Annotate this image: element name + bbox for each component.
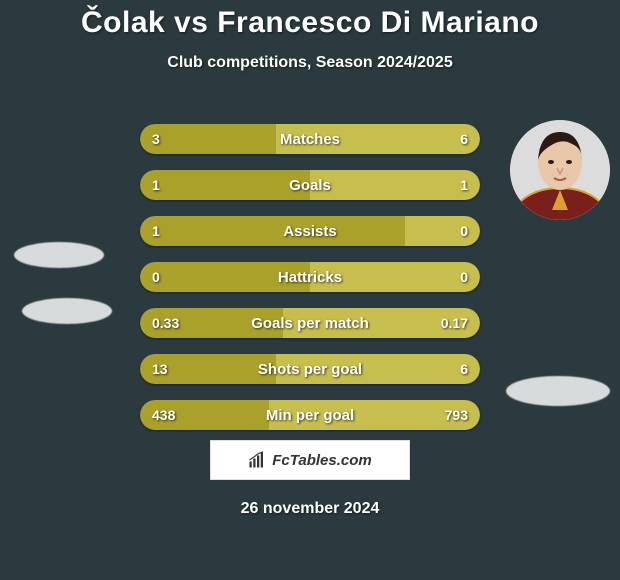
stats-bars: Matches36 Goals11 Assists10 Hattricks00 Goal… [140,124,480,446]
chart-icon [248,451,266,469]
page-title: Čolak vs Francesco Di Mariano [0,0,620,40]
subtitle: Club competitions, Season 2024/2025 [0,54,620,72]
avatar-left-shadow-1 [14,242,104,268]
avatar-right [510,120,610,220]
stat-row: Hattricks00 [140,262,480,292]
bar-fill-left [140,354,276,384]
bar-fill-right [283,308,480,338]
stat-row: Goals per match0.330.17 [140,308,480,338]
bar-fill-right [276,124,480,154]
infographic-root: Čolak vs Francesco Di Mariano Club compe… [0,0,620,580]
bar-fill-left [140,400,269,430]
bar-fill-left [140,124,276,154]
bar-fill-right [405,216,480,246]
stat-row: Matches36 [140,124,480,154]
site-logo-text: FcTables.com [272,452,371,469]
stat-row: Assists10 [140,216,480,246]
bar-fill-right [310,262,480,292]
date-label: 26 november 2024 [0,500,620,518]
stat-row: Goals11 [140,170,480,200]
stat-row: Shots per goal136 [140,354,480,384]
bar-fill-left [140,262,310,292]
bar-fill-right [269,400,480,430]
bar-fill-right [310,170,480,200]
stat-row: Min per goal438793 [140,400,480,430]
bar-fill-left [140,216,405,246]
bar-fill-left [140,170,310,200]
bar-fill-right [276,354,480,384]
avatar-left-shadow-2 [22,298,112,324]
avatar-right-shadow [506,376,610,406]
bar-fill-left [140,308,283,338]
avatar-right-portrait [510,120,610,220]
site-logo: FcTables.com [210,440,410,480]
